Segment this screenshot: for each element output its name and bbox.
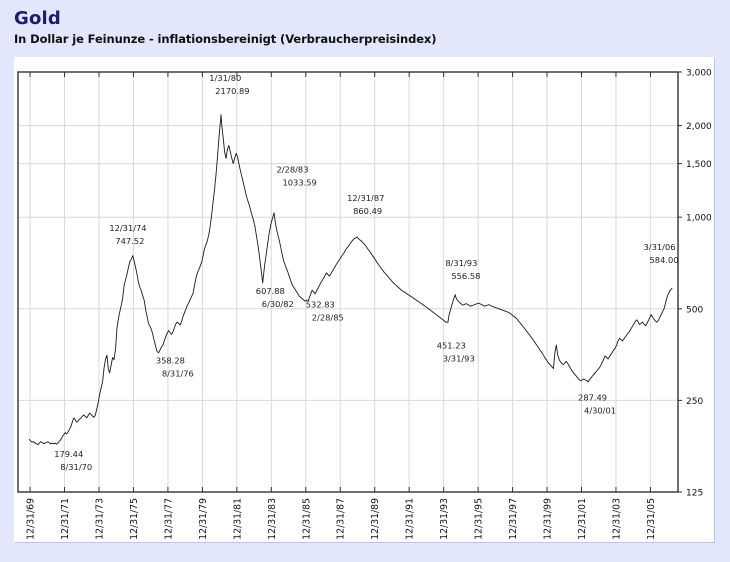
y-tick-label: 1,000: [686, 214, 712, 224]
page-subtitle: In Dollar je Feinunze - inflationsberein…: [14, 32, 437, 46]
x-tick-label: 12/31/71: [60, 498, 71, 540]
y-tick-label: 500: [686, 305, 703, 315]
annotation-line-1: 12/31/74: [109, 223, 146, 233]
annotation-line-2: 584.00: [650, 255, 679, 265]
annotation-line-1: 12/31/87: [347, 193, 384, 203]
annotation-line-1: 3/31/06: [644, 242, 676, 252]
x-tick-label: 12/31/69: [26, 498, 37, 540]
annotation-line-1: 8/31/93: [445, 258, 477, 268]
annotation-line-1: 358.28: [156, 356, 185, 366]
y-tick-label: 125: [686, 489, 703, 499]
x-tick-label: 12/31/73: [94, 498, 105, 540]
x-tick-label: 12/31/95: [474, 498, 485, 540]
annotations: 179.44 8/31/70 12/31/74 747.52 358.28 8/31/76…: [54, 73, 678, 472]
x-tick-label: 12/31/91: [405, 498, 416, 540]
annotation-line-1: 532.83: [306, 299, 335, 309]
annotation-line-2: 8/31/76: [162, 369, 194, 379]
x-tick-label: 12/31/81: [232, 498, 243, 540]
x-axis: 12/31/69 12/31/71 12/31/73 12/31/75 12/31/77…: [26, 72, 657, 540]
x-tick-label: 12/31/97: [508, 498, 519, 540]
gridlines: [18, 71, 678, 493]
annotation-line-2: 747.52: [115, 236, 144, 246]
annotation-line-1: 179.44: [54, 449, 83, 459]
x-tick-label: 12/31/05: [646, 498, 657, 540]
annotation-line-2: 860.49: [353, 206, 382, 216]
y-tick-label: 1,500: [686, 160, 712, 170]
annotation-line-2: 1033.59: [282, 178, 316, 188]
y-tick-label: 3,000: [686, 69, 712, 79]
annotation-line-1: 1/31/80: [209, 73, 241, 83]
x-tick-label: 12/31/75: [129, 498, 140, 540]
y-axis: 3,000 2,000 1,500 1,000 500 250 125: [678, 69, 712, 499]
x-tick-label: 12/31/99: [543, 498, 554, 540]
plot-frame: [17, 71, 679, 493]
annotation-line-2: 8/31/70: [60, 462, 92, 472]
x-tick-label: 12/31/89: [370, 498, 381, 540]
x-tick-label: 12/31/85: [301, 498, 312, 540]
annotation-line-1: 2/28/83: [276, 165, 308, 175]
annotation-line-2: 3/31/93: [443, 354, 475, 364]
annotation-line-2: 556.58: [451, 271, 480, 281]
x-tick-label: 12/31/01: [577, 498, 588, 540]
x-tick-label: 12/31/79: [198, 498, 209, 540]
annotation-line-2: 2170.89: [215, 86, 249, 96]
y-tick-label: 2,000: [686, 122, 712, 132]
annotation-line-2: 6/30/82: [262, 299, 294, 309]
x-tick-label: 12/31/93: [439, 498, 450, 540]
annotation-line-1: 451.23: [437, 341, 466, 351]
axes: [17, 71, 679, 493]
series-line: [28, 114, 673, 445]
x-tick-label: 12/31/03: [611, 498, 622, 540]
x-tick-label: 12/31/83: [267, 498, 278, 540]
annotation-line-1: 607.88: [256, 286, 285, 296]
annotation-line-1: 287.49: [578, 392, 607, 402]
x-tick-label: 12/31/87: [336, 498, 347, 540]
annotation-line-2: 4/30/01: [584, 405, 616, 415]
x-tick-label: 12/31/77: [163, 498, 174, 540]
page-title: Gold: [14, 8, 61, 29]
annotation-line-2: 2/28/85: [312, 312, 344, 322]
chart-card: 3,000 2,000 1,500 1,000 500 250 125 12/31/69 12/…: [14, 57, 714, 542]
y-tick-label: 250: [686, 397, 703, 407]
